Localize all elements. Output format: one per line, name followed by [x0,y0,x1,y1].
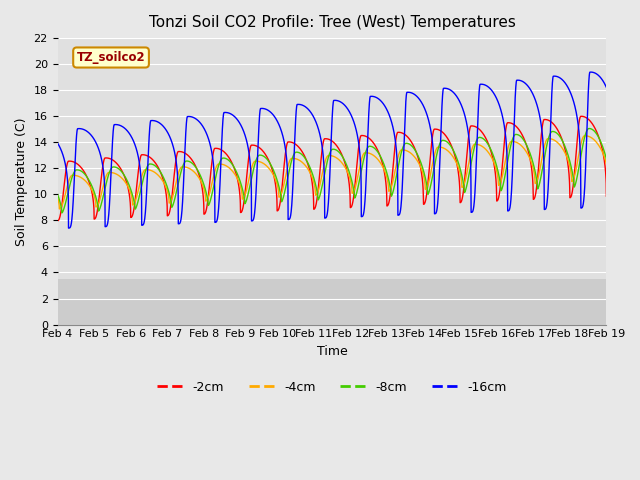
Line: -16cm: -16cm [58,72,606,228]
-8cm [396,159,403,165]
-16cm [550,73,558,79]
-2cm [602,177,610,182]
-4cm [602,161,610,167]
-16cm [172,153,179,158]
-16cm [602,84,610,90]
-2cm [207,169,214,175]
-4cm [172,183,179,189]
-2cm [385,198,393,204]
-4cm [386,188,394,194]
-4cm [207,185,215,191]
Legend: -2cm, -4cm, -8cm, -16cm: -2cm, -4cm, -8cm, -16cm [152,375,511,398]
-16cm [386,113,394,119]
X-axis label: Time: Time [317,345,348,358]
-4cm [54,195,61,201]
-8cm [550,129,558,135]
-16cm [602,84,610,90]
-4cm [550,137,558,143]
-16cm [207,145,215,151]
Text: TZ_soilco2: TZ_soilco2 [77,51,145,64]
-16cm [587,69,595,75]
Line: -8cm: -8cm [58,129,606,213]
-8cm [602,156,610,162]
-4cm [602,160,610,166]
-8cm [54,191,61,197]
-4cm [56,206,63,212]
-2cm [550,122,558,128]
-2cm [54,218,61,224]
-8cm [207,195,215,201]
-8cm [586,126,593,132]
-16cm [396,212,403,218]
-2cm [172,164,179,169]
-2cm [395,130,403,135]
-16cm [54,140,61,146]
Y-axis label: Soil Temperature (C): Soil Temperature (C) [15,117,28,246]
Line: -2cm: -2cm [58,116,606,221]
-8cm [602,156,610,161]
-8cm [58,210,66,216]
Line: -4cm: -4cm [58,136,606,209]
-8cm [386,181,394,187]
-4cm [581,133,589,139]
-4cm [396,151,403,156]
-16cm [65,225,72,231]
Bar [58,279,606,324]
-8cm [172,194,179,200]
Title: Tonzi Soil CO2 Profile: Tree (West) Temperatures: Tonzi Soil CO2 Profile: Tree (West) Temp… [148,15,515,30]
-2cm [578,113,586,119]
-2cm [602,193,610,199]
